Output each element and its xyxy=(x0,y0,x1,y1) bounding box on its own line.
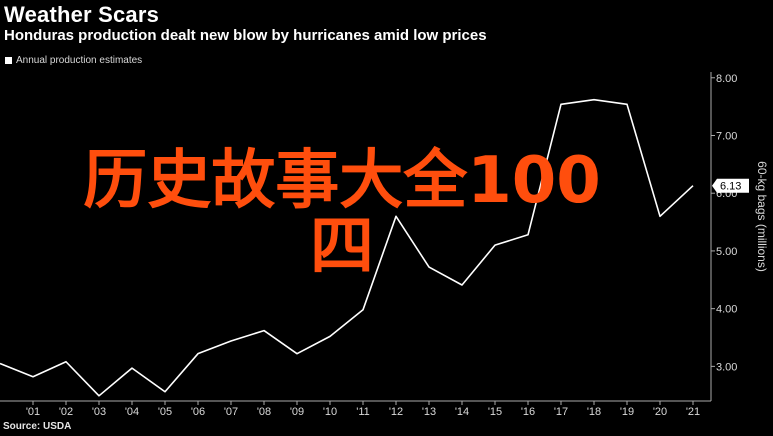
legend-label: Annual production estimates xyxy=(16,55,143,66)
y-tick-label: 8.00 xyxy=(716,73,737,85)
source-note: Source: USDA xyxy=(3,421,72,432)
x-tick-label: '11 xyxy=(356,406,370,418)
x-tick-label: '01 xyxy=(26,406,40,418)
x-tick-label: '20 xyxy=(653,406,667,418)
y-tick-label: 5.00 xyxy=(716,246,737,258)
chart-title: Weather Scars xyxy=(4,2,160,27)
y-tick-label: 4.00 xyxy=(716,304,737,316)
x-tick-label: '02 xyxy=(59,406,73,418)
series-line xyxy=(0,98,694,397)
x-tick-label: '16 xyxy=(521,406,535,418)
x-tick-label: '04 xyxy=(125,406,139,418)
y-axis-title: 60-kg bags (millions) xyxy=(755,161,769,272)
chart-subtitle: Honduras production dealt new blow by hu… xyxy=(4,27,487,44)
x-tick-label: '13 xyxy=(422,406,436,418)
x-tick-label: '05 xyxy=(158,406,172,418)
legend-swatch xyxy=(5,57,12,64)
legend: Annual production estimates xyxy=(5,55,142,66)
x-tick-label: '17 xyxy=(554,406,568,418)
x-tick-label: '08 xyxy=(257,406,271,418)
x-tick-label: '18 xyxy=(587,406,601,418)
last-value-label: 6.13 xyxy=(720,181,741,193)
x-tick-label: '21 xyxy=(686,406,700,418)
last-value-flag xyxy=(712,178,749,193)
x-tick-label: '12 xyxy=(389,406,403,418)
x-tick-label: '03 xyxy=(92,406,106,418)
x-tick-label: '15 xyxy=(488,406,502,418)
x-tick-label: '06 xyxy=(191,406,205,418)
x-tick-label: '10 xyxy=(323,406,337,418)
y-tick-label: 7.00 xyxy=(716,130,737,142)
x-tick-label: '19 xyxy=(620,406,634,418)
x-tick-label: '07 xyxy=(224,406,238,418)
y-tick-label: 3.00 xyxy=(716,361,737,373)
x-tick-label: '14 xyxy=(455,406,469,418)
x-tick-label: '09 xyxy=(290,406,304,418)
